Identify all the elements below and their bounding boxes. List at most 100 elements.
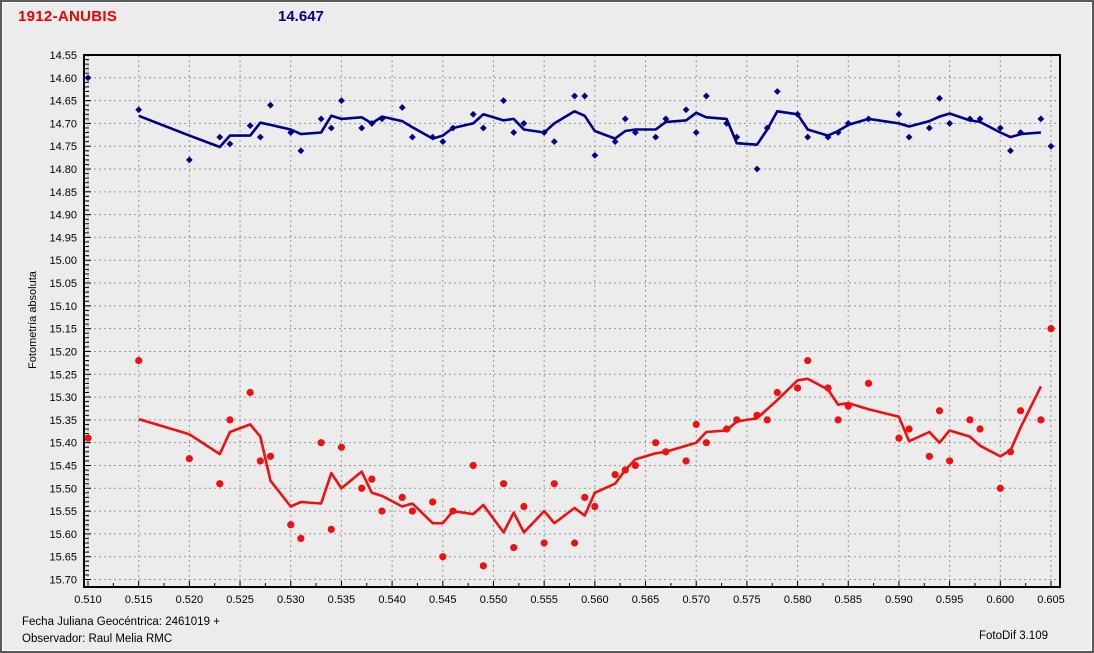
data-point	[429, 498, 437, 506]
svg-text:0.520: 0.520	[176, 594, 204, 606]
data-point	[1047, 325, 1055, 333]
data-point	[631, 129, 639, 136]
data-point	[500, 97, 508, 105]
data-point	[550, 138, 558, 146]
svg-text:14.80: 14.80	[49, 164, 77, 176]
data-point	[408, 507, 416, 515]
data-point	[844, 402, 852, 410]
svg-text:0.545: 0.545	[429, 594, 457, 606]
data-point	[317, 115, 325, 123]
data-point	[864, 379, 873, 387]
data-point	[338, 97, 345, 105]
julian-date-label: Fecha Juliana Geocéntrica: 2461019 +	[22, 616, 220, 628]
data-point	[226, 416, 234, 424]
data-point	[185, 455, 193, 463]
magnitude-value: 14.647	[278, 8, 324, 25]
data-point	[327, 525, 335, 533]
svg-text:0.580: 0.580	[784, 594, 812, 606]
data-point	[226, 140, 234, 148]
svg-text:15.65: 15.65	[49, 552, 77, 564]
data-point	[702, 439, 710, 447]
svg-text:0.540: 0.540	[378, 594, 406, 606]
data-point	[692, 129, 700, 136]
observer-label: Observador: Raul Melia RMC	[22, 633, 173, 645]
svg-text:15.70: 15.70	[49, 575, 77, 587]
data-point	[996, 124, 1004, 132]
data-point	[540, 129, 548, 136]
data-point	[135, 356, 143, 365]
data-point	[996, 484, 1004, 492]
data-point	[216, 133, 224, 141]
data-point	[297, 147, 305, 155]
data-point	[591, 502, 599, 511]
data-point	[804, 133, 812, 141]
data-point	[510, 543, 518, 552]
svg-text:0.510: 0.510	[74, 594, 102, 606]
data-point	[682, 457, 690, 465]
data-point	[976, 425, 984, 433]
data-point	[439, 138, 447, 146]
svg-text:0.600: 0.600	[987, 594, 1015, 606]
data-point	[936, 94, 943, 102]
data-point	[1006, 448, 1015, 456]
data-point	[966, 416, 974, 424]
svg-text:15.50: 15.50	[49, 483, 77, 495]
data-point	[753, 165, 761, 173]
svg-text:15.35: 15.35	[49, 415, 77, 427]
svg-text:0.525: 0.525	[226, 594, 254, 606]
svg-text:0.550: 0.550	[480, 594, 508, 606]
data-point	[449, 507, 457, 515]
data-point	[266, 452, 275, 460]
data-point	[591, 151, 599, 159]
svg-text:15.60: 15.60	[49, 529, 77, 541]
svg-text:15.05: 15.05	[49, 278, 77, 290]
blue-comparison-curve-line	[138, 110, 1042, 149]
data-point	[905, 425, 913, 433]
svg-text:15.40: 15.40	[49, 438, 77, 450]
data-point	[621, 115, 629, 123]
data-point	[763, 416, 771, 424]
data-point	[895, 110, 903, 118]
data-point	[804, 356, 812, 365]
data-point	[1037, 416, 1045, 424]
data-point	[824, 133, 832, 141]
data-point	[1016, 407, 1025, 415]
data-point	[510, 129, 518, 136]
data-point	[946, 120, 954, 127]
svg-text:0.565: 0.565	[632, 594, 660, 606]
grid-lines	[84, 54, 1060, 587]
data-point	[733, 416, 741, 424]
data-point	[479, 124, 487, 132]
data-point	[469, 110, 477, 118]
data-point	[865, 115, 872, 123]
data-point	[1017, 129, 1024, 136]
data-point	[317, 439, 325, 447]
axes	[83, 54, 1061, 588]
svg-text:14.60: 14.60	[49, 73, 77, 85]
data-point	[449, 124, 457, 132]
data-point	[398, 104, 406, 111]
data-point	[297, 534, 305, 543]
data-point	[500, 480, 508, 488]
svg-text:0.535: 0.535	[328, 594, 356, 606]
data-point	[773, 388, 781, 397]
data-point	[611, 471, 619, 479]
data-point	[581, 493, 589, 502]
data-point	[834, 416, 842, 424]
svg-text:14.75: 14.75	[49, 141, 77, 153]
data-point	[287, 129, 295, 136]
data-point	[753, 411, 761, 419]
svg-text:0.595: 0.595	[936, 594, 964, 606]
data-point	[925, 124, 933, 132]
data-point	[439, 553, 447, 561]
svg-text:14.70: 14.70	[49, 118, 77, 130]
data-point	[398, 493, 406, 502]
data-point	[287, 521, 295, 529]
data-point	[571, 92, 578, 100]
svg-text:14.55: 14.55	[49, 50, 77, 62]
data-point	[358, 484, 366, 492]
svg-text:0.515: 0.515	[125, 594, 153, 606]
app-version-label: FotoDif 3.109	[978, 630, 1048, 642]
